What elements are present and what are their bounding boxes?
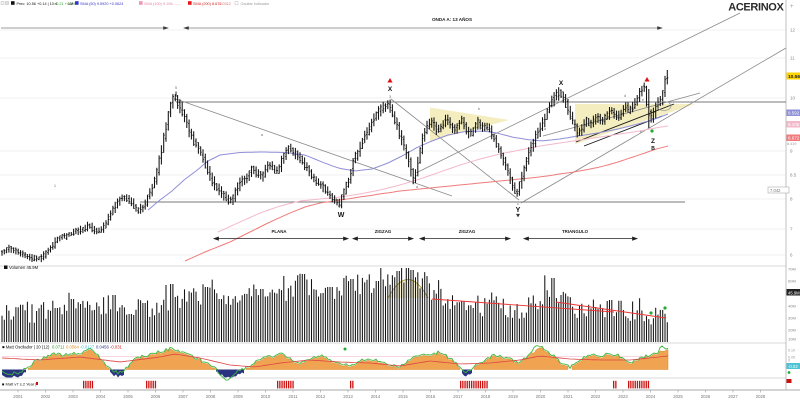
- svg-text:9.592: 9.592: [788, 111, 800, 116]
- svg-text:70M: 70M: [788, 267, 796, 272]
- svg-text:45.9M: 45.9M: [788, 290, 800, 295]
- svg-text:2025: 2025: [673, 394, 683, 399]
- svg-text:-0.0127: -0.0127: [80, 344, 95, 349]
- svg-text:SMA (50) 9.5920 +0.0624: SMA (50) 9.5920 +0.0624: [80, 2, 123, 6]
- svg-text:2008: 2008: [206, 394, 216, 399]
- svg-text:■ Matt Oscilador | 20 (12): ■ Matt Oscilador | 20 (12): [2, 344, 50, 349]
- svg-text:2014: 2014: [371, 394, 381, 399]
- svg-text:2021: 2021: [563, 394, 573, 399]
- svg-text:1M: 1M: [68, 2, 73, 6]
- svg-text:8.672: 8.672: [788, 136, 800, 141]
- svg-text:ACERINOX: ACERINOX: [728, 2, 784, 14]
- svg-text:2010: 2010: [261, 394, 271, 399]
- svg-text:2028: 2028: [756, 394, 766, 399]
- svg-text:2023: 2023: [618, 394, 628, 399]
- svg-text:Z: Z: [651, 138, 655, 145]
- svg-text:-0.031: -0.031: [110, 344, 123, 349]
- svg-text:B: B: [651, 146, 655, 152]
- svg-text:2022: 2022: [591, 394, 601, 399]
- svg-text:-0.03: -0.03: [788, 364, 798, 369]
- svg-text:Y: Y: [516, 207, 521, 214]
- svg-text:0.0711: 0.0711: [52, 344, 65, 349]
- svg-text:PLANA: PLANA: [271, 229, 287, 234]
- svg-text:2011: 2011: [288, 394, 298, 399]
- svg-text:10.56: 10.56: [788, 74, 800, 80]
- svg-text:2007: 2007: [178, 394, 188, 399]
- svg-text:7.042: 7.042: [770, 188, 781, 193]
- svg-text:0.10: 0.10: [788, 349, 795, 353]
- svg-text:2002: 2002: [41, 394, 51, 399]
- svg-text:I: I: [175, 91, 177, 98]
- svg-text:20M: 20M: [788, 328, 796, 333]
- svg-text:2012: 2012: [316, 394, 326, 399]
- svg-text:10M: 10M: [788, 337, 796, 342]
- svg-text:———: ———: [170, 2, 182, 6]
- svg-text:2024: 2024: [646, 394, 656, 399]
- svg-text:+: +: [790, 4, 794, 10]
- svg-text:2003: 2003: [68, 394, 78, 399]
- svg-text:8.5: 8.5: [790, 173, 797, 178]
- svg-text:Volumen 45.9M: Volumen 45.9M: [9, 265, 39, 270]
- svg-text:2005: 2005: [123, 394, 133, 399]
- svg-text:2006: 2006: [151, 394, 161, 399]
- svg-text:c: c: [339, 204, 341, 208]
- svg-text:2027: 2027: [728, 394, 738, 399]
- svg-text:30M: 30M: [788, 316, 796, 321]
- svg-text:d: d: [624, 93, 626, 98]
- svg-text:60M: 60M: [788, 279, 796, 284]
- svg-text:X: X: [388, 86, 393, 93]
- svg-text:c: c: [517, 201, 519, 206]
- svg-text:2018: 2018: [481, 394, 491, 399]
- svg-text:2019: 2019: [508, 394, 518, 399]
- svg-text:SMA (100) 9.105: SMA (100) 9.105: [144, 2, 173, 6]
- svg-text:X: X: [559, 80, 564, 87]
- svg-text:11: 11: [790, 56, 795, 61]
- svg-text:9.105: 9.105: [788, 122, 800, 127]
- svg-text:ZIGZAG: ZIGZAG: [375, 229, 392, 234]
- svg-text:Ocultar indicador: Ocultar indicador: [241, 2, 270, 6]
- svg-text:10: 10: [790, 96, 796, 101]
- svg-text:8.419: 8.419: [787, 142, 797, 146]
- svg-text:2026: 2026: [701, 394, 711, 399]
- svg-text:Prec: 10.56 +0.14 | 10.4: Prec: 10.56 +0.14 | 10.4: [17, 2, 58, 6]
- svg-text:ONDA A: 13 AÑOS: ONDA A: 13 AÑOS: [432, 16, 472, 22]
- svg-text:2009: 2009: [233, 394, 243, 399]
- svg-text:2004: 2004: [96, 394, 106, 399]
- svg-text:ZIGZAG: ZIGZAG: [459, 229, 476, 234]
- svg-text:W: W: [338, 212, 345, 219]
- svg-text:0.0584: 0.0584: [66, 344, 79, 349]
- svg-text:2015: 2015: [398, 394, 408, 399]
- svg-text:12: 12: [790, 28, 796, 33]
- svg-text:2020: 2020: [536, 394, 546, 399]
- svg-text:2013: 2013: [343, 394, 353, 399]
- svg-text:0: 0: [788, 359, 790, 363]
- svg-text:2001: 2001: [13, 394, 23, 399]
- svg-text:40M: 40M: [788, 304, 796, 309]
- svg-text:■ Matt v7 s.2 Year |: ■ Matt v7 s.2 Year |: [2, 382, 36, 387]
- svg-text:0.0456: 0.0456: [96, 344, 109, 349]
- svg-text:2017: 2017: [453, 394, 463, 399]
- svg-text:-0.0312: -0.0312: [218, 2, 231, 6]
- svg-text:TRIANGULO: TRIANGULO: [562, 229, 589, 234]
- svg-text:2016: 2016: [426, 394, 436, 399]
